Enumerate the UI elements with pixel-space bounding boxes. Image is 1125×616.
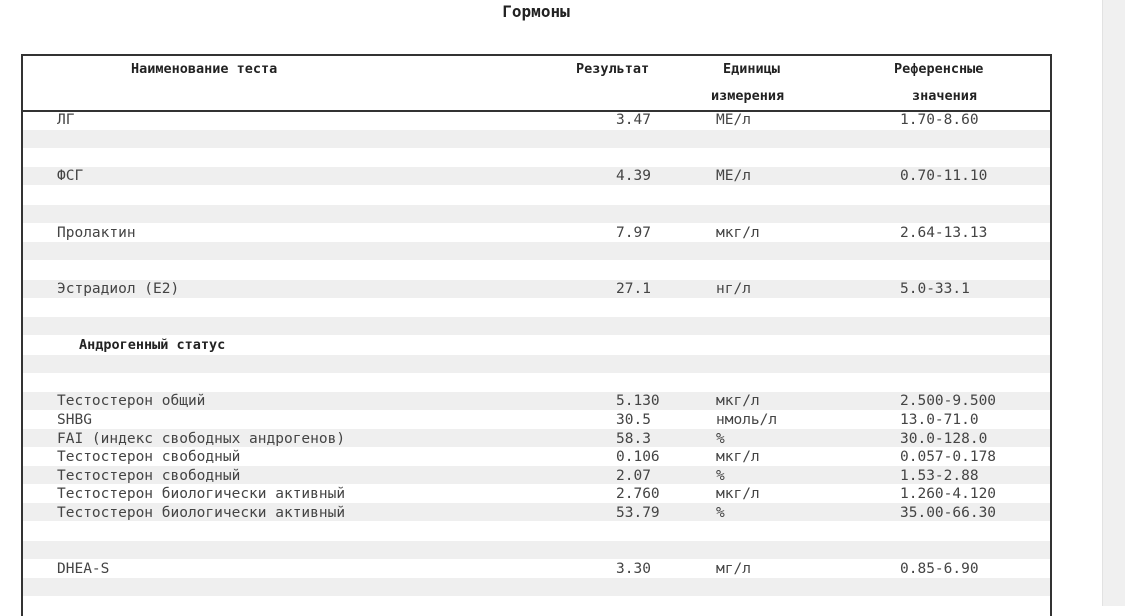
row-band bbox=[23, 392, 1050, 410]
header-reference-line2: значения bbox=[912, 88, 978, 104]
test-name: Тестостерон свободный bbox=[57, 449, 241, 465]
table-row: Тестостерон свободный 2.07 % 1.53-2.88 bbox=[23, 467, 1050, 485]
table-row: ЛГ 3.47 МЕ/л 1.70-8.60 bbox=[23, 111, 1050, 129]
test-unit: мг/л bbox=[716, 561, 751, 577]
row-band bbox=[23, 130, 1050, 148]
test-result: 4.39 bbox=[616, 168, 651, 184]
row-band bbox=[23, 167, 1050, 185]
row-band bbox=[23, 242, 1050, 260]
table-row: Эстрадиол (Е2) 27.1 нг/л 5.0-33.1 bbox=[23, 280, 1050, 298]
test-reference: 1.53-2.88 bbox=[900, 468, 979, 484]
test-result: 53.79 bbox=[616, 505, 660, 521]
test-name: Тестостерон свободный bbox=[57, 468, 241, 484]
scrollbar[interactable] bbox=[1102, 0, 1125, 606]
table-row: Тестостерон общий 5.130 мкг/л 2.500-9.50… bbox=[23, 392, 1050, 410]
test-unit: нг/л bbox=[716, 281, 751, 297]
test-result: 7.97 bbox=[616, 225, 651, 241]
test-unit: % bbox=[716, 505, 725, 521]
table-row: Пролактин 7.97 мкг/л 2.64-13.13 bbox=[23, 224, 1050, 242]
test-result: 0.106 bbox=[616, 449, 660, 465]
page-title: Гормоны bbox=[502, 2, 570, 21]
header-units-line2: измерения bbox=[711, 88, 785, 104]
test-unit: мкг/л bbox=[716, 449, 760, 465]
row-band bbox=[23, 541, 1050, 559]
header-result: Результат bbox=[576, 61, 650, 77]
test-result: 5.130 bbox=[616, 393, 660, 409]
section-heading: Андрогенный статус bbox=[79, 337, 226, 353]
test-reference: 2.500-9.500 bbox=[900, 393, 997, 409]
table-header: Наименование теста Результат Единицы изм… bbox=[23, 56, 1050, 112]
test-name: Эстрадиол (Е2) bbox=[57, 281, 180, 297]
test-result: 30.5 bbox=[616, 412, 651, 428]
table-row: DHEA-S 3.30 мг/л 0.85-6.90 bbox=[23, 560, 1050, 578]
table-row: Тестостерон свободный 0.106 мкг/л 0.057-… bbox=[23, 448, 1050, 466]
test-name: ЛГ bbox=[57, 112, 75, 128]
header-reference-line1: Референсные bbox=[894, 61, 984, 77]
row-band bbox=[23, 280, 1050, 298]
test-unit: МЕ/л bbox=[716, 112, 751, 128]
test-reference: 30.0-128.0 bbox=[900, 431, 988, 447]
test-result: 58.3 bbox=[616, 431, 651, 447]
test-name: Пролактин bbox=[57, 225, 136, 241]
row-band bbox=[23, 503, 1050, 521]
test-unit: мкг/л bbox=[716, 225, 760, 241]
row-band bbox=[23, 355, 1050, 373]
header-units-line1: Единицы bbox=[723, 61, 780, 77]
row-band bbox=[23, 578, 1050, 596]
row-band bbox=[23, 466, 1050, 484]
test-reference: 1.260-4.120 bbox=[900, 486, 997, 502]
test-unit: нмоль/л bbox=[716, 412, 778, 428]
test-reference: 2.64-13.13 bbox=[900, 225, 988, 241]
test-unit: мкг/л bbox=[716, 393, 760, 409]
test-name: FAI (индекс свободных андрогенов) bbox=[57, 431, 346, 447]
test-reference: 1.70-8.60 bbox=[900, 112, 979, 128]
table-row: Тестостерон биологически активный 53.79 … bbox=[23, 504, 1050, 522]
test-reference: 0.70-11.10 bbox=[900, 168, 988, 184]
test-result: 27.1 bbox=[616, 281, 651, 297]
test-unit: % bbox=[716, 431, 725, 447]
row-band bbox=[23, 429, 1050, 447]
test-name: Тестостерон биологически активный bbox=[57, 486, 346, 502]
test-result: 3.30 bbox=[616, 561, 651, 577]
table-row: Тестостерон биологически активный 2.760 … bbox=[23, 485, 1050, 503]
test-reference: 0.85-6.90 bbox=[900, 561, 979, 577]
test-name: SHBG bbox=[57, 412, 92, 428]
test-reference: 5.0-33.1 bbox=[900, 281, 970, 297]
test-reference: 13.0-71.0 bbox=[900, 412, 979, 428]
test-reference: 0.057-0.178 bbox=[900, 449, 997, 465]
test-name: ФСГ bbox=[57, 168, 84, 184]
test-name: Тестостерон биологически активный bbox=[57, 505, 346, 521]
test-unit: МЕ/л bbox=[716, 168, 751, 184]
row-band bbox=[23, 205, 1050, 223]
test-unit: % bbox=[716, 468, 725, 484]
test-name: DHEA-S bbox=[57, 561, 110, 577]
test-name: Тестостерон общий bbox=[57, 393, 206, 409]
test-result: 2.07 bbox=[616, 468, 651, 484]
test-unit: мкг/л bbox=[716, 486, 760, 502]
table-row: FAI (индекс свободных андрогенов) 58.3 %… bbox=[23, 430, 1050, 448]
row-band bbox=[23, 317, 1050, 335]
test-result: 2.760 bbox=[616, 486, 660, 502]
table-row: ФСГ 4.39 МЕ/л 0.70-11.10 bbox=[23, 167, 1050, 185]
test-result: 3.47 bbox=[616, 112, 651, 128]
results-table: Наименование теста Результат Единицы изм… bbox=[21, 54, 1052, 616]
test-reference: 35.00-66.30 bbox=[900, 505, 997, 521]
table-row: SHBG 30.5 нмоль/л 13.0-71.0 bbox=[23, 411, 1050, 429]
header-test-name: Наименование теста bbox=[131, 61, 278, 77]
